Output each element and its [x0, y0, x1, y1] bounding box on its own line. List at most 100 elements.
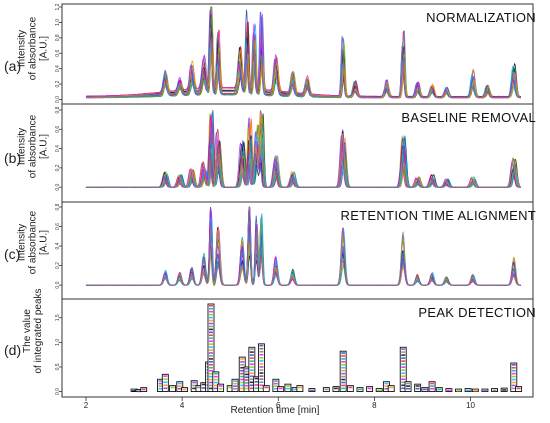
bar-segment-12-17 [208, 355, 213, 357]
series-line-a-15 [86, 14, 522, 99]
bar-segment-12-18 [208, 358, 213, 360]
bar-segment-38-5 [401, 363, 406, 365]
y-tick-label-c-3: 0.6 [55, 223, 61, 230]
bar-segment-19-1 [249, 351, 254, 353]
bar-segment-21-7 [259, 366, 264, 368]
bar-segment-21-0 [259, 344, 264, 347]
bar-segment-21-6 [259, 363, 264, 365]
bar-segment-31-0 [341, 352, 346, 354]
bar-segment-21-4 [259, 357, 264, 359]
bar-segment-17-2 [240, 364, 245, 366]
bar-segment-19-10 [249, 378, 254, 381]
bar-segment-18-5 [245, 382, 250, 384]
bar-segment-6-1 [177, 385, 182, 387]
bar-segment-12-21 [208, 366, 213, 369]
bar-segment-12-5 [208, 319, 213, 322]
bar-segment-3-3 [158, 387, 163, 390]
bar-segment-17-3 [240, 366, 245, 369]
panel-title-d: PEAK DETECTION [418, 305, 536, 320]
bar-segment-10-1 [201, 387, 206, 389]
bar-segment-38-6 [401, 366, 406, 368]
ylabel-d-line2: of integrated peaks [33, 288, 44, 374]
ylabel-b-line2: of absorbance [A.U.] [27, 114, 50, 179]
bar-segment-0-0 [132, 390, 137, 392]
bar-segment-37-0 [389, 386, 394, 389]
bar-segment-12-0 [208, 304, 213, 307]
ylabel-d: The value of integrated peaks [22, 286, 44, 376]
bar-segment-4-1 [163, 378, 168, 380]
bar-segment-27-0 [297, 386, 302, 389]
y-tick-label-c-4: 0.8 [55, 203, 61, 210]
bar-segment-17-4 [240, 369, 245, 372]
y-tick-label-a-0: 0.0 [55, 96, 61, 103]
bar-segment-42-0 [430, 382, 435, 385]
series-line-a-17 [85, 40, 521, 98]
bar-segment-19-0 [249, 348, 254, 350]
bar-segment-22-0 [264, 386, 269, 389]
bar-segment-19-12 [249, 384, 254, 387]
bar-segment-16-3 [233, 387, 238, 390]
bar-segment-46-0 [466, 389, 471, 392]
y-tick-label-a-3: 0.6 [55, 50, 61, 57]
series-line-b-13 [86, 120, 522, 188]
series-line-b-15 [85, 117, 521, 188]
bar-segment-13-2 [213, 378, 218, 381]
bar-segment-20-0 [254, 377, 259, 380]
y-tick-label-a-2: 0.4 [55, 65, 61, 72]
bar-segment-6-0 [177, 382, 182, 385]
panel-title-c: RETENTION TIME ALIGNMENT [340, 208, 536, 223]
bar-segment-38-2 [401, 354, 406, 356]
bar-segment-21-2 [259, 350, 264, 353]
bar-segment-19-2 [249, 354, 254, 356]
series-line-a-6 [85, 13, 522, 98]
bar-segment-32-0 [348, 386, 353, 389]
bar-segment-38-1 [401, 351, 406, 353]
bar-segment-51-1 [511, 366, 516, 369]
series-line-b-18 [85, 132, 521, 188]
series-line-a-19 [85, 27, 521, 99]
bar-segment-3-2 [158, 385, 163, 387]
bar-segment-31-6 [341, 369, 346, 372]
bar-segment-4-0 [163, 375, 168, 377]
bar-segment-12-25 [208, 378, 213, 381]
bar-segment-38-0 [401, 348, 406, 350]
bar-segment-31-12 [341, 387, 346, 390]
bar-segment-12-1 [208, 307, 213, 310]
bar-segment-50-0 [502, 389, 507, 391]
panel-label-c: (c) [4, 246, 21, 262]
bar-segment-17-1 [240, 361, 245, 363]
bar-segment-51-6 [511, 381, 516, 384]
bar-segment-51-3 [511, 372, 516, 375]
series-line-c-19 [85, 206, 521, 287]
panel-title-b: BASELINE REMOVAL [401, 110, 536, 125]
bar-segment-38-7 [401, 369, 406, 372]
bar-segment-18-0 [245, 367, 250, 370]
bar-segment-21-1 [259, 347, 264, 350]
bar-segment-48-0 [482, 390, 487, 392]
series-line-c-10 [85, 222, 521, 286]
bar-segment-20-1 [254, 380, 259, 383]
y-tick-label-b-2: 0.4 [55, 145, 61, 152]
x-tick-label-4: 10 [466, 401, 475, 410]
bar-segment-19-11 [249, 381, 254, 384]
bar-segment-6-2 [177, 387, 182, 390]
panel-title-a: NORMALIZATION [426, 10, 536, 25]
panel-label-b: (b) [4, 150, 22, 166]
series-line-a-8 [85, 14, 522, 99]
bar-segment-17-6 [240, 375, 245, 378]
bar-segment-36-2 [384, 387, 389, 390]
ylabel-d-line1: The value [22, 309, 33, 353]
x-axis-title: Retention time [min] [230, 405, 320, 416]
bar-segment-29-0 [324, 388, 329, 391]
series-line-b-7 [85, 119, 522, 188]
bar-segment-19-4 [249, 360, 254, 362]
series-line-b-9 [85, 126, 522, 188]
bar-segment-19-13 [249, 387, 254, 390]
bar-segment-14-1 [218, 387, 223, 390]
bar-segment-21-3 [259, 353, 264, 356]
bar-segment-31-7 [341, 372, 346, 375]
series-line-a-9 [85, 20, 521, 98]
series-line-a-13 [86, 18, 521, 99]
bar-segment-51-4 [511, 375, 516, 378]
